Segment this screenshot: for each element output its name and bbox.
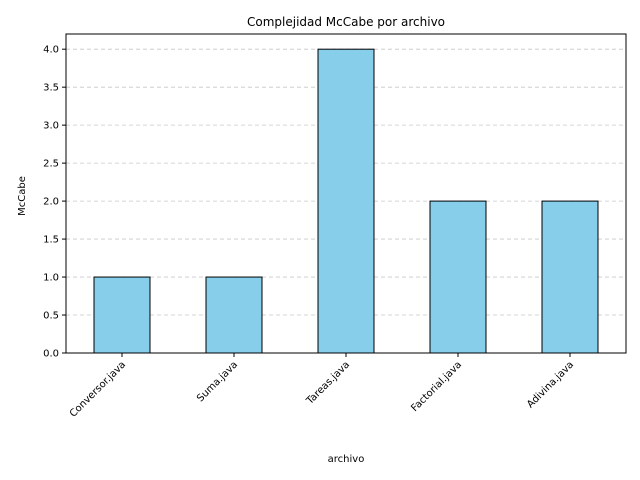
- y-tick-label: 1.0: [43, 273, 59, 284]
- bar-tareas-java: [317, 48, 375, 354]
- y-tick-label: 4.0: [43, 45, 59, 56]
- y-tick-label: 2.0: [43, 197, 59, 208]
- x-axis-label: archivo: [328, 454, 365, 465]
- y-axis: 0.0 0.5 1.0 1.5 2.0 2.5 3.0 3.5 4.0: [43, 45, 66, 360]
- y-axis-label: McCabe: [17, 176, 28, 216]
- bar-suma-java: [205, 276, 263, 354]
- bar-factorial-java: [429, 200, 487, 354]
- y-tick-label: 0.0: [43, 349, 59, 360]
- bars: [93, 48, 599, 354]
- y-tick-label: 3.0: [43, 121, 59, 132]
- y-tick-label: 2.5: [43, 159, 59, 170]
- y-tick-label: 3.5: [43, 83, 59, 94]
- chart-title: Complejidad McCabe por archivo: [247, 15, 445, 29]
- y-tick-label: 0.5: [43, 311, 59, 322]
- bar-conversor-java: [93, 276, 151, 354]
- y-tick-label: 1.5: [43, 235, 59, 246]
- bar-adivina-java: [541, 200, 599, 354]
